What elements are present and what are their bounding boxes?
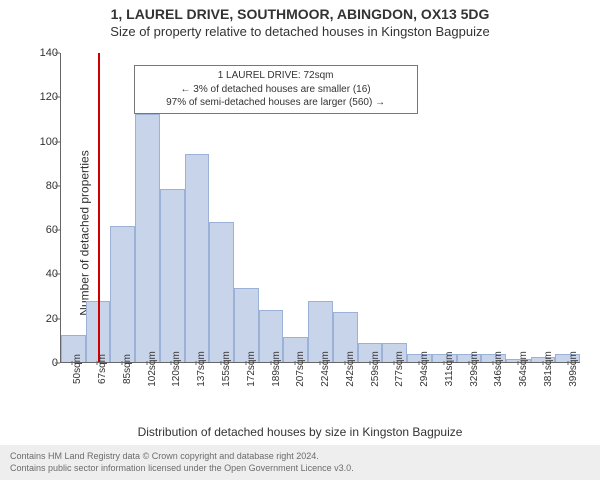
footer-line-1: Contains HM Land Registry data © Crown c… bbox=[10, 451, 590, 463]
y-tick-labels: 020406080100120140 bbox=[30, 53, 58, 363]
x-tick-slot: 224sqm bbox=[308, 365, 333, 423]
x-tick-label: 242sqm bbox=[345, 351, 356, 387]
annotation-line: ← 3% of detached houses are smaller (16) bbox=[141, 83, 411, 97]
x-tick-label: 67sqm bbox=[97, 354, 108, 384]
x-tick-slot: 294sqm bbox=[407, 365, 432, 423]
bar-slot bbox=[457, 53, 482, 362]
x-tick-label: 381sqm bbox=[543, 351, 554, 387]
bar-slot bbox=[61, 53, 86, 362]
annotation-line: 1 LAUREL DRIVE: 72sqm bbox=[141, 69, 411, 83]
bar-slot bbox=[531, 53, 556, 362]
x-tick-label: 172sqm bbox=[246, 351, 257, 387]
annotation-box: 1 LAUREL DRIVE: 72sqm← 3% of detached ho… bbox=[134, 65, 418, 114]
page-title: 1, LAUREL DRIVE, SOUTHMOOR, ABINGDON, OX… bbox=[0, 0, 600, 22]
x-tick-label: 294sqm bbox=[419, 351, 430, 387]
x-tick-label: 399sqm bbox=[568, 351, 579, 387]
x-tick-slot: 50sqm bbox=[60, 365, 85, 423]
x-tick-slot: 172sqm bbox=[233, 365, 258, 423]
bar-slot bbox=[506, 53, 531, 362]
bar-slot bbox=[432, 53, 457, 362]
x-tick-label: 137sqm bbox=[196, 351, 207, 387]
x-tick-label: 102sqm bbox=[147, 351, 158, 387]
histogram-bar bbox=[160, 189, 185, 362]
x-tick-slot: 67sqm bbox=[85, 365, 110, 423]
x-tick-label: 259sqm bbox=[370, 351, 381, 387]
x-tick-slot: 85sqm bbox=[110, 365, 135, 423]
x-tick-label: 277sqm bbox=[394, 351, 405, 387]
x-tick-label: 155sqm bbox=[221, 351, 232, 387]
histogram-bar bbox=[110, 226, 135, 362]
histogram-bar bbox=[135, 114, 160, 362]
annotation-line: 97% of semi-detached houses are larger (… bbox=[141, 96, 411, 110]
x-tick-label: 329sqm bbox=[469, 351, 480, 387]
x-tick-slot: 399sqm bbox=[555, 365, 580, 423]
x-tick-label: 346sqm bbox=[493, 351, 504, 387]
bar-slot bbox=[110, 53, 135, 362]
x-tick-label: 85sqm bbox=[122, 354, 133, 384]
histogram-chart: Number of detached properties 0204060801… bbox=[0, 43, 600, 423]
x-tick-slot: 207sqm bbox=[283, 365, 308, 423]
histogram-bar bbox=[209, 222, 234, 362]
x-tick-slot: 102sqm bbox=[134, 365, 159, 423]
x-tick-slot: 311sqm bbox=[431, 365, 456, 423]
footer-line-2: Contains public sector information licen… bbox=[10, 463, 590, 475]
x-tick-label: 224sqm bbox=[320, 351, 331, 387]
x-tick-slot: 120sqm bbox=[159, 365, 184, 423]
x-tick-slot: 329sqm bbox=[456, 365, 481, 423]
x-tick-slot: 155sqm bbox=[209, 365, 234, 423]
x-tick-label: 364sqm bbox=[518, 351, 529, 387]
attribution-footer: Contains HM Land Registry data © Crown c… bbox=[0, 445, 600, 480]
x-tick-slot: 346sqm bbox=[481, 365, 506, 423]
bar-slot bbox=[481, 53, 506, 362]
reference-marker-line bbox=[98, 53, 100, 362]
x-tick-slot: 364sqm bbox=[506, 365, 531, 423]
x-tick-slot: 381sqm bbox=[531, 365, 556, 423]
x-tick-label: 311sqm bbox=[444, 352, 455, 387]
x-tick-slot: 137sqm bbox=[184, 365, 209, 423]
x-tick-label: 120sqm bbox=[171, 351, 182, 387]
histogram-bar bbox=[185, 154, 210, 362]
bar-slot bbox=[555, 53, 580, 362]
x-tick-label: 207sqm bbox=[295, 351, 306, 387]
x-tick-slot: 242sqm bbox=[332, 365, 357, 423]
x-tick-slot: 259sqm bbox=[357, 365, 382, 423]
x-tick-labels: 50sqm67sqm85sqm102sqm120sqm137sqm155sqm1… bbox=[60, 365, 580, 423]
x-tick-slot: 189sqm bbox=[258, 365, 283, 423]
x-tick-slot: 277sqm bbox=[382, 365, 407, 423]
x-tick-label: 50sqm bbox=[72, 354, 83, 384]
x-axis-label: Distribution of detached houses by size … bbox=[0, 425, 600, 439]
plot-area: 1 LAUREL DRIVE: 72sqm← 3% of detached ho… bbox=[60, 53, 580, 363]
page-subtitle: Size of property relative to detached ho… bbox=[0, 22, 600, 43]
x-tick-label: 189sqm bbox=[271, 351, 282, 387]
